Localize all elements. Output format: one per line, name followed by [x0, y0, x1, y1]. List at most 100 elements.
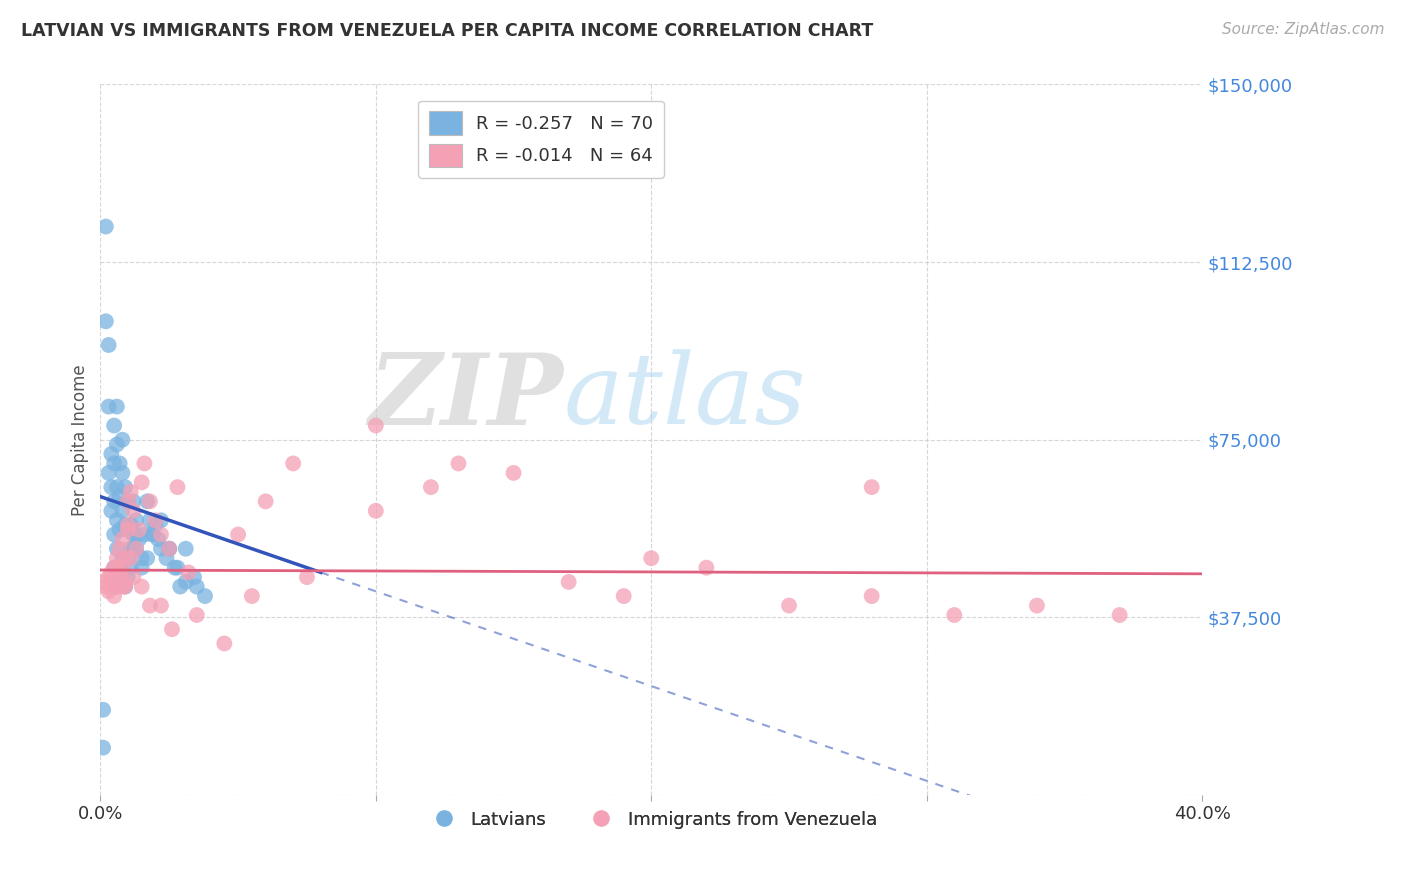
Point [128, 523, 150, 537]
Point [125, 541, 148, 556]
Point [860, 589, 883, 603]
Point [111, 580, 134, 594]
Point [131, 551, 153, 566]
Point [105, 541, 128, 556]
Point [139, 494, 162, 508]
Point [240, 589, 263, 603]
Point [283, 457, 305, 471]
Point [103, 574, 125, 589]
Point [145, 513, 167, 527]
Point [149, 527, 172, 541]
Point [103, 494, 125, 508]
Point [103, 418, 125, 433]
Text: Source: ZipAtlas.com: Source: ZipAtlas.com [1222, 22, 1385, 37]
Point [194, 589, 217, 603]
Point [97, 466, 120, 480]
Point [97, 584, 120, 599]
Point [134, 457, 156, 471]
Point [125, 527, 148, 541]
Point [364, 504, 387, 518]
Legend: Latvians, Immigrants from Venezuela: Latvians, Immigrants from Venezuela [419, 804, 884, 836]
Point [122, 504, 145, 518]
Point [117, 494, 139, 508]
Point [105, 480, 128, 494]
Point [120, 551, 142, 566]
Point [105, 437, 128, 451]
Point [295, 570, 318, 584]
Point [111, 433, 134, 447]
Point [103, 527, 125, 541]
Point [169, 580, 191, 594]
Point [114, 580, 136, 594]
Point [120, 560, 142, 574]
Point [108, 490, 131, 504]
Point [419, 480, 441, 494]
Point [613, 589, 636, 603]
Point [105, 560, 128, 574]
Point [125, 541, 148, 556]
Point [166, 560, 188, 574]
Point [100, 504, 122, 518]
Point [105, 400, 128, 414]
Point [117, 570, 139, 584]
Point [103, 589, 125, 603]
Point [120, 518, 142, 533]
Point [100, 447, 122, 461]
Point [186, 608, 208, 623]
Point [447, 457, 470, 471]
Point [105, 580, 128, 594]
Point [155, 551, 177, 566]
Point [94, 580, 117, 594]
Point [91, 703, 114, 717]
Point [131, 580, 153, 594]
Point [105, 551, 128, 566]
Point [108, 566, 131, 580]
Point [108, 560, 131, 574]
Point [186, 580, 208, 594]
Point [114, 574, 136, 589]
Point [148, 533, 170, 547]
Point [108, 570, 131, 584]
Point [97, 570, 120, 584]
Point [117, 518, 139, 533]
Point [139, 513, 162, 527]
Point [134, 527, 156, 541]
Point [149, 541, 172, 556]
Point [117, 523, 139, 537]
Point [131, 560, 153, 574]
Point [94, 219, 117, 234]
Point [111, 504, 134, 518]
Point [122, 570, 145, 584]
Point [214, 636, 236, 650]
Point [100, 566, 122, 580]
Point [142, 527, 165, 541]
Point [122, 494, 145, 508]
Point [943, 608, 966, 623]
Point [120, 541, 142, 556]
Point [160, 622, 183, 636]
Point [111, 551, 134, 566]
Point [157, 541, 180, 556]
Point [111, 570, 134, 584]
Point [91, 740, 114, 755]
Point [97, 400, 120, 414]
Point [254, 494, 277, 508]
Y-axis label: Per Capita Income: Per Capita Income [72, 364, 89, 516]
Point [136, 494, 159, 508]
Text: atlas: atlas [564, 350, 806, 445]
Point [100, 580, 122, 594]
Point [103, 560, 125, 574]
Point [364, 418, 387, 433]
Point [778, 599, 800, 613]
Point [91, 574, 114, 589]
Point [166, 480, 188, 494]
Point [502, 466, 524, 480]
Point [114, 480, 136, 494]
Point [149, 513, 172, 527]
Point [177, 566, 200, 580]
Point [117, 523, 139, 537]
Point [111, 533, 134, 547]
Point [163, 560, 186, 574]
Point [122, 527, 145, 541]
Point [557, 574, 579, 589]
